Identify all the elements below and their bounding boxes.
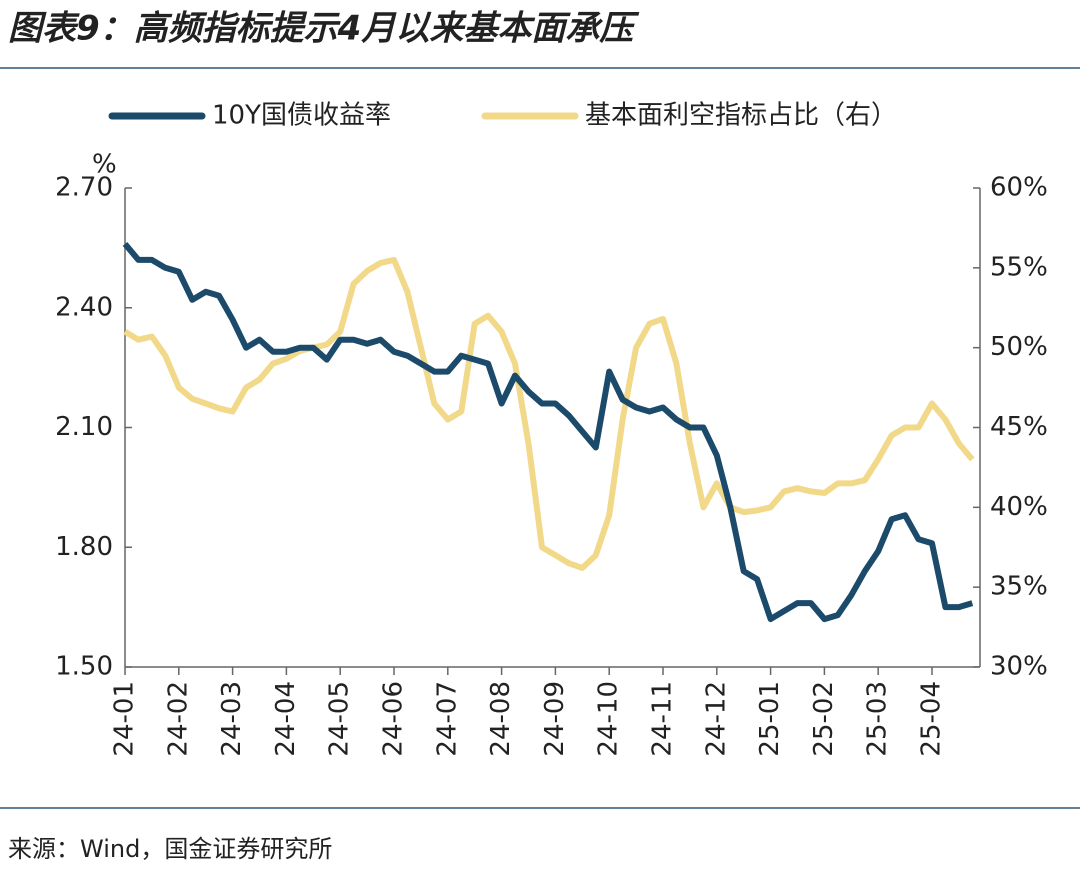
- y2-tick-label: 60%: [990, 173, 1048, 203]
- y-tick-label: 1.50: [55, 652, 113, 682]
- x-tick-label: 24-04: [271, 681, 301, 757]
- y2-tick-label: 40%: [990, 492, 1048, 522]
- source-note: 来源：Wind，国金证券研究所: [8, 835, 332, 863]
- y2-tick-label: 30%: [990, 652, 1048, 682]
- y2-tick-label: 35%: [990, 572, 1048, 602]
- x-tick-label: 24-09: [540, 681, 570, 757]
- legend-label: 基本面利空指标占比（右）: [585, 101, 897, 131]
- y-tick-label: 2.10: [55, 412, 113, 442]
- x-tick-label: 24-02: [163, 681, 193, 757]
- chart-title: 图表9：高频指标提示4月以来基本面承压: [8, 9, 639, 49]
- series-line: [123, 256, 975, 571]
- x-tick-label: 25-04: [917, 681, 947, 757]
- x-tick-label: 24-10: [594, 681, 624, 757]
- y-tick-label: 2.70: [55, 173, 113, 203]
- x-tick-label: 24-08: [486, 681, 516, 757]
- y2-tick-label: 45%: [990, 412, 1048, 442]
- x-tick-label: 24-12: [701, 681, 731, 757]
- x-tick-label: 25-02: [809, 681, 839, 757]
- y-tick-label: 1.80: [55, 532, 113, 562]
- legend-label: 10Y国债收益率: [212, 101, 391, 131]
- y2-tick-label: 55%: [990, 252, 1048, 282]
- x-tick-label: 24-05: [325, 681, 355, 757]
- y-axis-label: %: [92, 150, 117, 180]
- x-tick-label: 25-03: [863, 681, 893, 757]
- series-line: [122, 241, 974, 623]
- x-tick-label: 24-06: [379, 681, 409, 757]
- x-tick-label: 24-07: [432, 681, 462, 757]
- x-tick-label: 24-03: [217, 681, 247, 757]
- y2-tick-label: 50%: [990, 332, 1048, 362]
- x-tick-label: 25-01: [755, 681, 785, 757]
- x-tick-label: 24-11: [648, 681, 678, 757]
- y-tick-label: 2.40: [55, 292, 113, 322]
- x-tick-label: 24-01: [110, 681, 140, 757]
